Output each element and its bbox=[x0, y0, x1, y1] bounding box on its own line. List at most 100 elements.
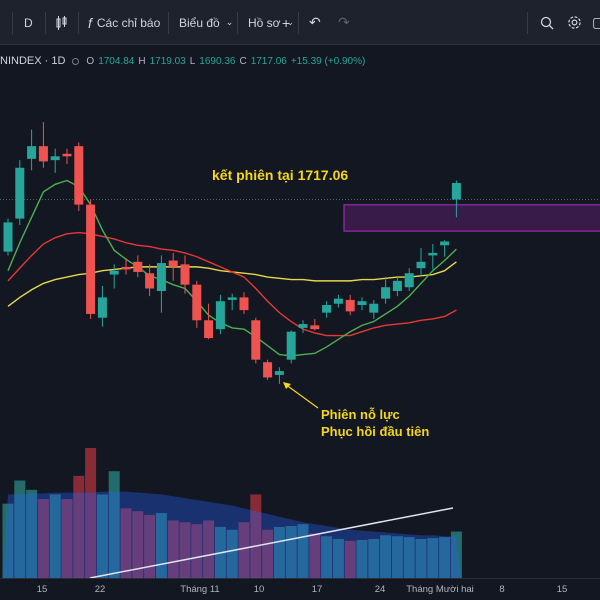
candle-body bbox=[156, 263, 166, 292]
candle-body bbox=[286, 331, 296, 360]
ma-mid-line bbox=[7, 231, 457, 337]
volume-bar bbox=[132, 511, 144, 578]
candle-body bbox=[109, 270, 119, 275]
chevron-down-icon: ⌄ bbox=[225, 17, 234, 27]
toolbar-divider bbox=[168, 12, 169, 34]
candle-body bbox=[333, 298, 343, 304]
redo-icon[interactable]: ↷ bbox=[338, 14, 350, 30]
volume-bar bbox=[321, 536, 333, 578]
candle-body bbox=[38, 146, 48, 162]
time-axis-label: Tháng 11 bbox=[180, 584, 220, 595]
volume-ma-area bbox=[3, 491, 462, 578]
symbol-dropdown-icon[interactable]: ) bbox=[0, 0, 1, 45]
candle-body bbox=[133, 261, 143, 272]
candle-body bbox=[192, 284, 202, 321]
volume-bar bbox=[380, 535, 392, 578]
volume-bar bbox=[179, 522, 191, 578]
time-axis-label: 8 bbox=[499, 584, 505, 595]
profile-button[interactable]: Hồ sơ ⌄ bbox=[248, 0, 294, 45]
volume-bar bbox=[144, 514, 156, 578]
volume-bar bbox=[344, 540, 356, 578]
indicators-button[interactable]: f Các chỉ báo bbox=[88, 0, 160, 45]
price-chart[interactable] bbox=[0, 75, 600, 578]
time-axis-label: 10 bbox=[253, 584, 265, 595]
time-axis-label: 15 bbox=[36, 584, 48, 595]
candle-body bbox=[345, 299, 355, 312]
gear-icon[interactable] bbox=[567, 0, 582, 45]
candle-body bbox=[369, 303, 379, 313]
volume-bar bbox=[415, 539, 427, 578]
volume-bar bbox=[450, 531, 462, 578]
low-label: L bbox=[189, 55, 196, 67]
chevron-down-icon: ⌄ bbox=[286, 17, 295, 27]
volume-bar bbox=[285, 526, 297, 578]
candle-body bbox=[86, 204, 96, 314]
candle-body bbox=[15, 167, 25, 219]
candle-body bbox=[180, 264, 190, 285]
volume-bar bbox=[108, 471, 120, 578]
candle-body bbox=[121, 266, 131, 270]
candle-body bbox=[239, 297, 249, 311]
candle-body bbox=[404, 273, 414, 288]
interval-button[interactable]: D bbox=[24, 15, 33, 30]
toolbar-divider bbox=[78, 12, 79, 34]
volume-bar bbox=[309, 533, 321, 578]
snapshot-icon[interactable]: ▢ bbox=[592, 14, 600, 30]
time-axis-label: 15 bbox=[556, 584, 568, 595]
candle-body bbox=[274, 371, 284, 375]
candle-body bbox=[322, 305, 332, 313]
open-label: O bbox=[86, 55, 95, 67]
volume-bar bbox=[427, 538, 439, 578]
candle-body bbox=[251, 320, 261, 360]
candle-style-icon[interactable] bbox=[56, 0, 68, 45]
add-icon[interactable]: + bbox=[282, 14, 291, 31]
top-toolbar: ) D f Các chỉ báo Biểu đồ ⌄ Hồ sơ ⌄ + ↶ … bbox=[0, 0, 600, 45]
volume-bar bbox=[120, 508, 132, 578]
toolbar-divider bbox=[527, 12, 528, 34]
function-icon: f bbox=[88, 14, 92, 31]
candle-body bbox=[204, 320, 214, 339]
candle-body bbox=[27, 146, 37, 159]
ohlc-legend: NINDEX · 1D O 1704.84 H 1719.03 L 1690.36 C… bbox=[0, 52, 365, 70]
time-axis[interactable]: 15 22 Tháng 11 10 17 24 Tháng Mười hai 8 15 bbox=[0, 578, 600, 600]
volume-bar bbox=[14, 480, 26, 578]
candle-body bbox=[97, 297, 107, 318]
chart-layout-button[interactable]: Biểu đồ ⌄ bbox=[179, 0, 233, 45]
close-value: 1717.06 bbox=[250, 55, 287, 67]
volume-bar bbox=[250, 494, 262, 578]
undo-icon[interactable]: ↶ bbox=[309, 14, 321, 30]
volume-bar bbox=[167, 520, 179, 578]
volume-bar bbox=[37, 499, 49, 578]
candle-body bbox=[392, 280, 402, 292]
volume-bar bbox=[262, 529, 274, 578]
time-axis-label: 22 bbox=[94, 584, 106, 595]
candle-body bbox=[145, 273, 155, 289]
high-label: H bbox=[138, 55, 146, 67]
volume-bar bbox=[439, 537, 451, 578]
volume-bar bbox=[368, 539, 380, 578]
volume-bar bbox=[273, 526, 285, 578]
candle-body bbox=[227, 297, 237, 300]
volume-bar bbox=[203, 520, 215, 578]
annotation-arrowhead bbox=[283, 382, 291, 389]
candle-body bbox=[416, 261, 426, 269]
candle-body bbox=[263, 362, 273, 378]
candle-body bbox=[381, 287, 391, 299]
search-chart-icon[interactable] bbox=[540, 0, 554, 45]
volume-trendline bbox=[89, 507, 454, 578]
volume-bar bbox=[226, 529, 238, 578]
indicators-label: Các chỉ báo bbox=[96, 15, 161, 30]
toolbar-divider bbox=[45, 12, 46, 34]
toolbar-divider bbox=[12, 12, 13, 34]
low-value: 1690.36 bbox=[199, 55, 236, 67]
volume-bar bbox=[191, 524, 203, 578]
candle-body bbox=[298, 324, 308, 328]
toolbar-divider bbox=[298, 12, 299, 34]
open-value: 1704.84 bbox=[98, 55, 135, 67]
candle-body bbox=[215, 301, 225, 330]
resistance-zone bbox=[343, 204, 600, 232]
candle-body bbox=[50, 156, 60, 161]
close-label: C bbox=[239, 55, 247, 67]
time-axis-label: 17 bbox=[311, 584, 323, 595]
candle-body bbox=[168, 260, 178, 267]
